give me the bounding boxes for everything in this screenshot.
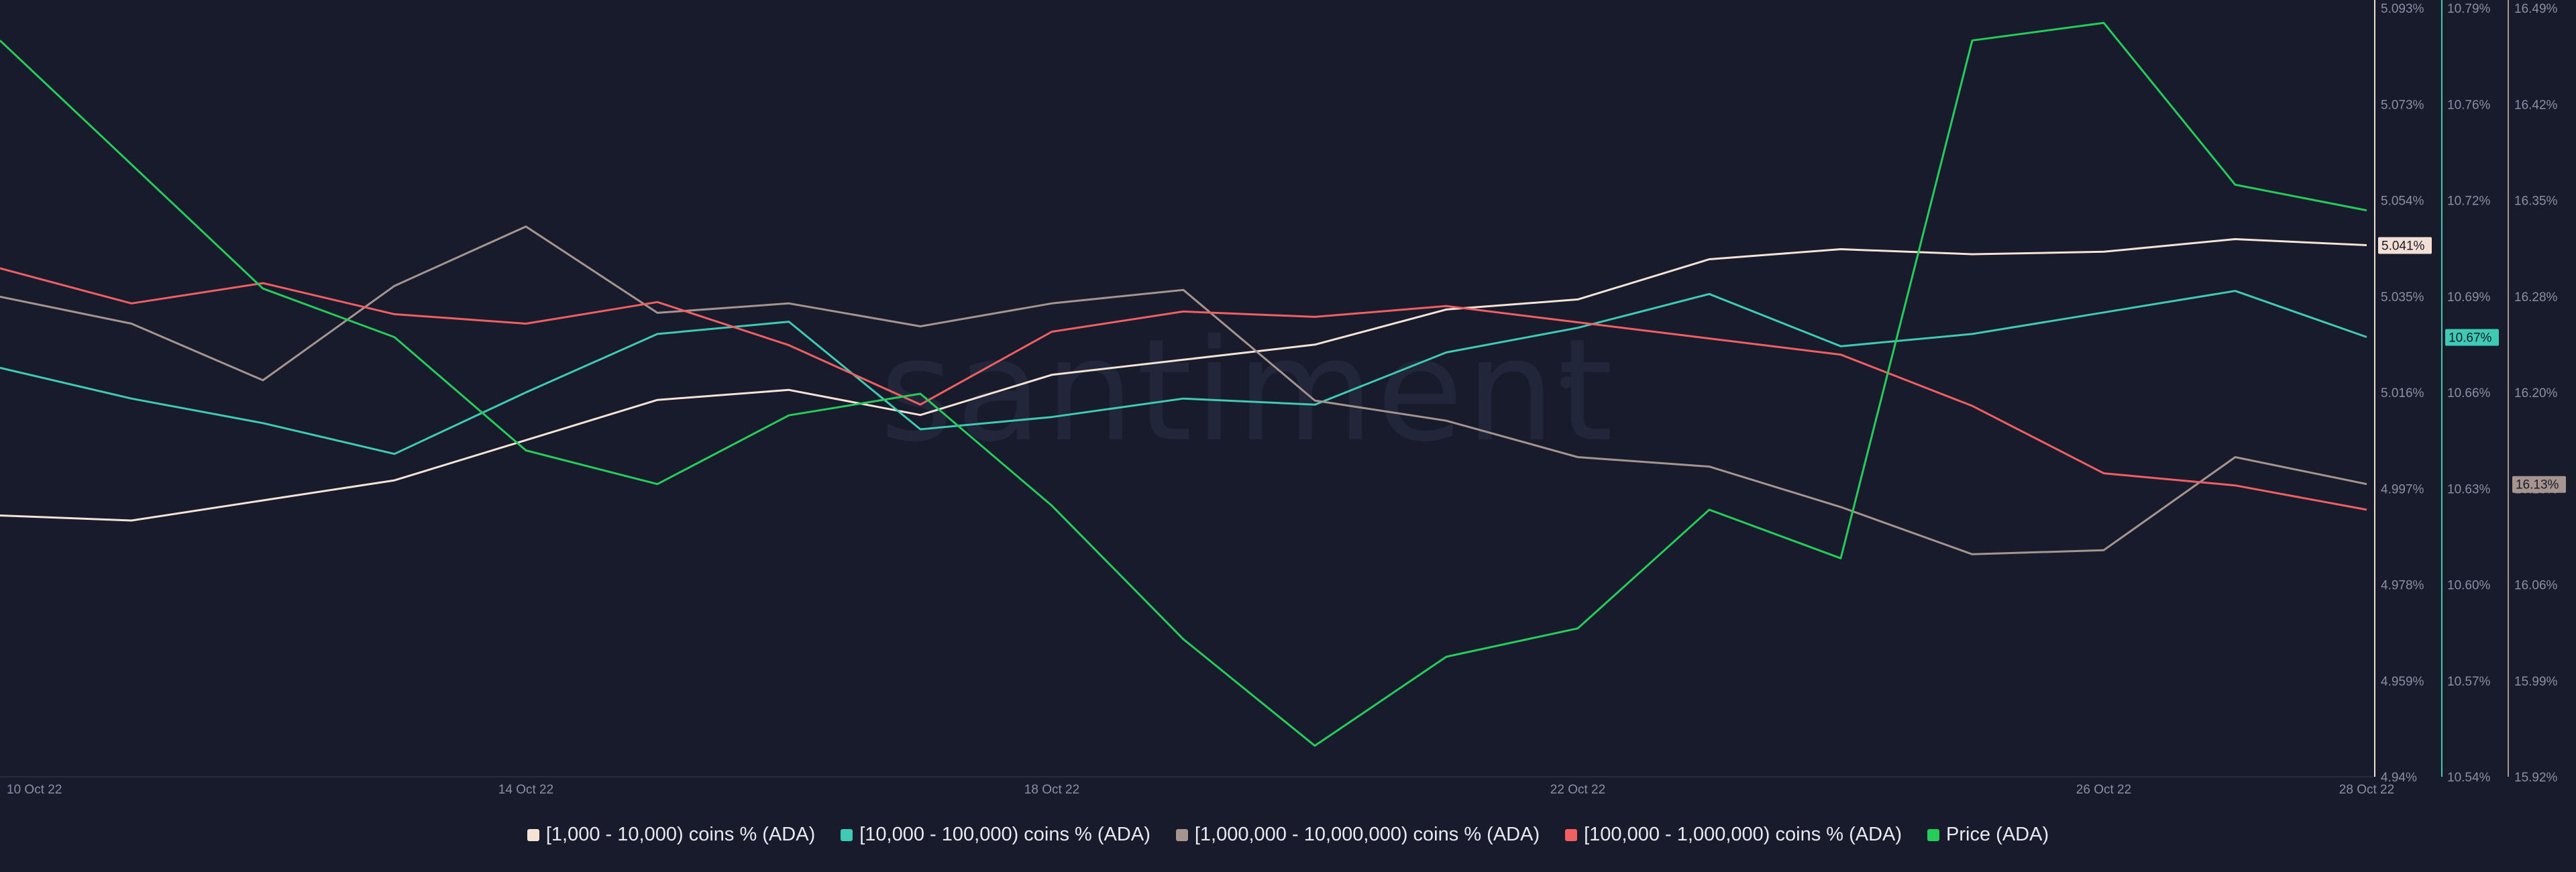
legend-swatch — [1927, 828, 1940, 841]
y-tick-label-a3: 16.28% — [2514, 290, 2558, 305]
y-tick-label-a3: 16.49% — [2514, 2, 2558, 16]
x-tick-label: 18 Oct 22 — [1024, 783, 1079, 797]
y-tick-label-a2: 10.79% — [2447, 2, 2491, 16]
legend: [1,000 - 10,000) coins % (ADA) [10,000 - … — [0, 824, 2576, 846]
legend-item[interactable]: [10,000 - 100,000) coins % (ADA) — [841, 824, 1150, 846]
last-value-badge-a2 — [2445, 329, 2499, 346]
x-tick-label: 14 Oct 22 — [498, 783, 553, 797]
y-tick-label-a2: 10.63% — [2447, 482, 2491, 496]
watermark-text: santiment — [879, 309, 1615, 473]
legend-label: [10,000 - 100,000) coins % (ADA) — [859, 824, 1150, 845]
y-tick-label-a3: 16.20% — [2514, 386, 2558, 400]
y-tick-label-a3: 15.99% — [2514, 675, 2558, 689]
y-tick-label-a3: 16.42% — [2514, 98, 2558, 112]
x-tick-label: 28 Oct 22 — [2339, 783, 2394, 797]
series-line-4 — [0, 21, 2367, 747]
y-tick-label-a1: 5.093% — [2381, 2, 2424, 16]
y-tick-label-a1: 5.035% — [2381, 290, 2424, 305]
y-tick-label-a1: 4.997% — [2381, 482, 2424, 496]
x-tick-label: 22 Oct 22 — [1550, 783, 1605, 797]
y-tick-label-a1: 4.94% — [2381, 771, 2417, 785]
last-value-badge-a1 — [2378, 237, 2432, 254]
y-tick-label-a1: 5.073% — [2381, 98, 2424, 112]
y-tick-label-a2: 10.76% — [2447, 98, 2491, 112]
series-line-0 — [0, 238, 2367, 522]
y-tick-label-a3: 16.06% — [2514, 579, 2558, 593]
legend-item[interactable]: [1,000 - 10,000) coins % (ADA) — [527, 824, 815, 846]
legend-item[interactable]: Price (ADA) — [1927, 824, 2049, 846]
last-value-badge-text: 10.67% — [2449, 331, 2492, 345]
y-tick-label-a2: 10.57% — [2447, 675, 2491, 689]
legend-label: [100,000 - 1,000,000) coins % (ADA) — [1584, 824, 1902, 845]
legend-swatch — [527, 828, 539, 841]
y-tick-label-a2: 10.66% — [2447, 386, 2491, 400]
legend-swatch — [1565, 828, 1578, 841]
legend-swatch — [1175, 828, 1188, 841]
y-tick-label-a3: 15.92% — [2514, 771, 2558, 785]
legend-item[interactable]: [1,000,000 - 10,000,000) coins % (ADA) — [1175, 824, 1540, 846]
legend-swatch — [841, 828, 853, 841]
y-tick-label-a1: 5.054% — [2381, 195, 2424, 209]
last-value-badge-a3 — [2512, 476, 2566, 493]
legend-item[interactable]: [100,000 - 1,000,000) coins % (ADA) — [1565, 824, 1902, 846]
y-tick-label-a1: 5.016% — [2381, 386, 2424, 400]
legend-label: [1,000 - 10,000) coins % (ADA) — [545, 824, 816, 845]
last-value-badge-text: 5.041% — [2381, 239, 2425, 254]
y-tick-label-a2: 10.69% — [2447, 290, 2491, 305]
legend-label: [1,000,000 - 10,000,000) coins % (ADA) — [1194, 824, 1540, 845]
y-tick-label-a1: 4.978% — [2381, 579, 2424, 593]
legend-label: Price (ADA) — [1946, 824, 2049, 845]
y-tick-label-a2: 10.60% — [2447, 579, 2491, 593]
x-tick-label: 10 Oct 22 — [7, 783, 62, 797]
y-tick-label-a2: 10.72% — [2447, 195, 2491, 209]
y-tick-label-a3: 16.35% — [2514, 195, 2558, 209]
x-tick-label: 26 Oct 22 — [2076, 783, 2131, 797]
last-value-badge-text: 16.13% — [2516, 478, 2559, 492]
watermark-dot — [1560, 376, 1572, 388]
y-tick-label-a2: 10.54% — [2447, 771, 2491, 785]
y-tick-label-a1: 4.959% — [2381, 675, 2424, 689]
